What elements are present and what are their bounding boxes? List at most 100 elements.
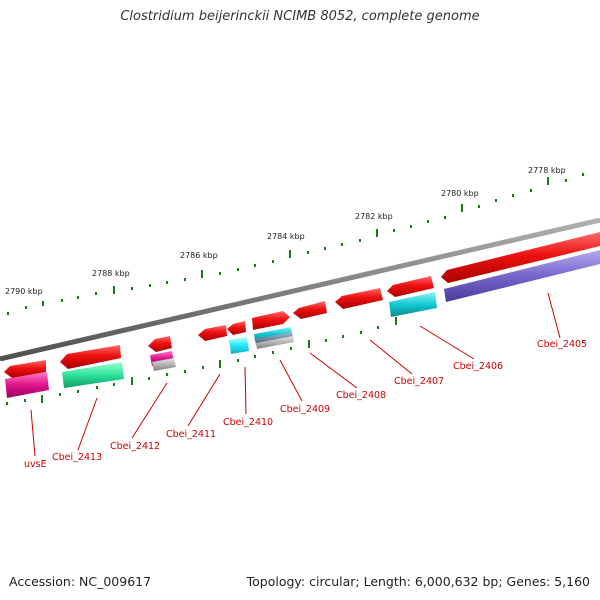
ruler-tick [393, 229, 395, 232]
ruler-tick [461, 204, 463, 212]
ruler-tick [59, 393, 61, 396]
ruler-tick [131, 377, 133, 385]
ruler-tick [219, 272, 221, 275]
ruler-tick [95, 292, 97, 295]
leader-cbei-2405 [547, 292, 561, 339]
ruler-tick [376, 229, 378, 237]
ruler-tick [6, 402, 8, 405]
ruler-tick [254, 264, 256, 267]
ruler-tick [184, 278, 186, 281]
ruler-tick [254, 355, 256, 358]
gene-label-cbei-2413: Cbei_2413 [52, 452, 102, 463]
gene-label-cbei-2410: Cbei_2410 [223, 417, 273, 428]
gene-arrow-cbei-2409 [252, 311, 290, 330]
ruler-tick [272, 351, 274, 354]
cog-track [5, 250, 600, 398]
gene-label-cbei-2408: Cbei_2408 [336, 390, 386, 401]
cog-bar-cbei-2410 [229, 337, 249, 354]
gene-arrow-cbei-2408-a [293, 301, 327, 319]
ruler-tick [512, 194, 514, 197]
ruler-tick [377, 326, 379, 329]
gene-label-cbei-2405: Cbei_2405 [537, 339, 587, 350]
gene-label-uvsE: uvsE [24, 459, 47, 470]
ruler-tick [202, 366, 204, 369]
ruler-tick [201, 270, 203, 278]
outer-ruler [7, 173, 584, 315]
ruler-tick [184, 370, 186, 373]
ruler-tick [495, 199, 497, 202]
ruler-tick [237, 268, 239, 271]
cog-bar-cbei-2406 [389, 292, 437, 317]
ruler-tick [77, 390, 79, 393]
accession-text: Accession: NC_009617 [9, 574, 152, 589]
ruler-tick [308, 340, 310, 348]
cog-bar-cbei-2405 [444, 250, 600, 302]
ruler-tick [131, 287, 133, 290]
cog-bar-cbei-2413 [62, 362, 124, 388]
gene-label-cbei-2409: Cbei_2409 [280, 404, 330, 415]
leader-uvsE [30, 409, 36, 457]
gene-label-cbei-2406: Cbei_2406 [453, 361, 503, 372]
gene-arrow-cbei-2411 [198, 325, 227, 341]
ruler-tick [113, 383, 115, 386]
ruler-tick [148, 377, 150, 380]
ruler-tick [547, 177, 549, 185]
ruler-tick [395, 317, 397, 325]
gene-arrow-cbei-2412 [148, 336, 172, 352]
ruler-label-2782: 2782 kbp [355, 212, 393, 221]
ruler-tick [427, 220, 429, 223]
leader-cbei-2406 [419, 325, 475, 360]
gene-arrow-cbei-2407 [387, 276, 434, 297]
ruler-tick [565, 179, 567, 182]
ruler-tick [77, 296, 79, 299]
ruler-tick [7, 312, 9, 315]
ruler-tick [582, 173, 584, 176]
label-leaders [30, 292, 561, 457]
ruler-tick [24, 399, 26, 402]
leader-cbei-2410 [244, 366, 247, 415]
gene-arrow-cbei-2408-b [335, 288, 383, 309]
ruler-label-2788: 2788 kbp [92, 269, 130, 278]
leader-cbei-2409 [279, 359, 303, 402]
ruler-tick [342, 335, 344, 338]
ruler-tick [61, 299, 63, 302]
ruler-tick [166, 281, 168, 284]
ruler-tick [530, 189, 532, 192]
ruler-tick [478, 205, 480, 208]
ruler-tick [360, 331, 362, 334]
gene-arrow-cbei-2410 [227, 321, 246, 335]
topology-text: Topology: circular; Length: 6,000,632 bp… [246, 574, 590, 589]
gene-arrow-cbei-2406 [441, 232, 600, 283]
ruler-label-2780: 2780 kbp [441, 189, 479, 198]
cog-bar-cbei-2412-b [152, 358, 176, 371]
leader-cbei-2408 [309, 352, 358, 389]
leader-cbei-2412 [131, 382, 168, 439]
gene-arrow-uvsE [4, 360, 46, 378]
leader-cbei-2411 [187, 373, 221, 427]
gene-label-cbei-2412: Cbei_2412 [110, 441, 160, 452]
ruler-tick [341, 243, 343, 246]
gene-arrow-cbei-2413 [60, 345, 121, 369]
ruler-label-2786: 2786 kbp [180, 251, 218, 260]
leader-cbei-2407 [369, 339, 413, 375]
ruler-tick [444, 216, 446, 219]
cds-track [4, 232, 600, 378]
ruler-label-2784: 2784 kbp [267, 232, 305, 241]
ruler-tick [410, 225, 412, 228]
gene-label-cbei-2407: Cbei_2407 [394, 376, 444, 387]
cog-bar-cbei-2409-c [256, 336, 294, 349]
ruler-tick [166, 373, 168, 376]
ruler-tick [113, 286, 115, 294]
map-title: Clostridium beijerinckii NCIMB 8052, com… [120, 9, 480, 24]
ruler-tick [359, 239, 361, 242]
ruler-tick [96, 386, 98, 389]
cog-bar-uvsE [5, 372, 49, 398]
ruler-tick [42, 301, 44, 306]
ruler-tick [325, 339, 327, 342]
ruler-tick [25, 306, 27, 309]
ruler-tick [290, 347, 292, 350]
ruler-tick [237, 359, 239, 362]
gene-label-cbei-2411: Cbei_2411 [166, 429, 216, 440]
genome-backbone [0, 217, 600, 362]
